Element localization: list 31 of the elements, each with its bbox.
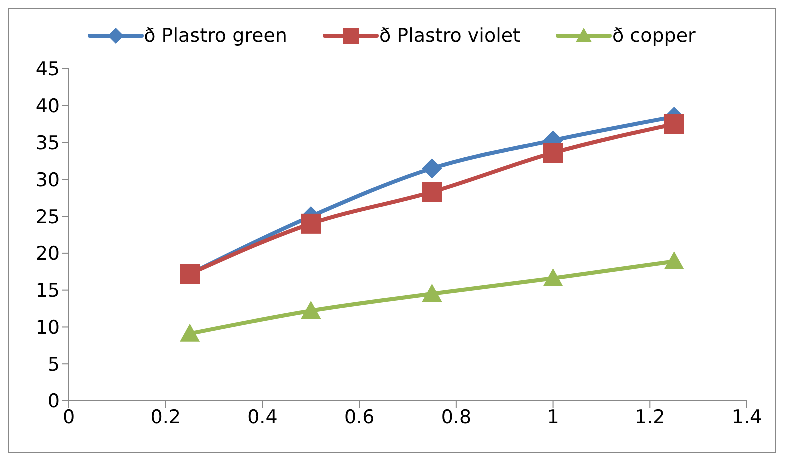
y-tick-label: 5	[48, 354, 60, 376]
point	[422, 284, 442, 302]
x-tick-label: 0.6	[344, 406, 375, 428]
y-tick-label: 35	[36, 132, 60, 155]
x-tick-label: 1	[547, 406, 560, 428]
point	[422, 158, 442, 179]
x-tick-label: 0.2	[150, 406, 181, 428]
x-tick-label: 0	[62, 406, 76, 428]
legend-label: ð copper	[612, 25, 696, 47]
x-tick-label: 1.4	[732, 406, 762, 428]
legend-label: ð Plastro violet	[379, 25, 520, 47]
point	[543, 268, 564, 287]
point	[543, 143, 564, 164]
point	[664, 114, 684, 134]
point	[180, 324, 200, 342]
y-tick-label: 10	[36, 316, 60, 339]
point	[301, 300, 322, 319]
y-tick-label: 15	[36, 280, 60, 302]
legend-label: ð Plastro green	[144, 25, 288, 47]
point	[301, 214, 322, 234]
y-tick-label: 20	[36, 243, 60, 266]
x-tick-label: 0.8	[441, 406, 472, 428]
x-tick-label: 0.4	[248, 406, 278, 428]
y-tick-label: 0	[48, 390, 60, 413]
y-tick-label: 30	[36, 169, 60, 192]
y-tick-label: 45	[36, 58, 60, 81]
y-tick-label: 40	[36, 96, 60, 118]
y-tick-label: 25	[36, 206, 60, 228]
x-tick-label: 1.2	[635, 406, 666, 428]
point	[422, 182, 442, 202]
point	[664, 252, 684, 270]
